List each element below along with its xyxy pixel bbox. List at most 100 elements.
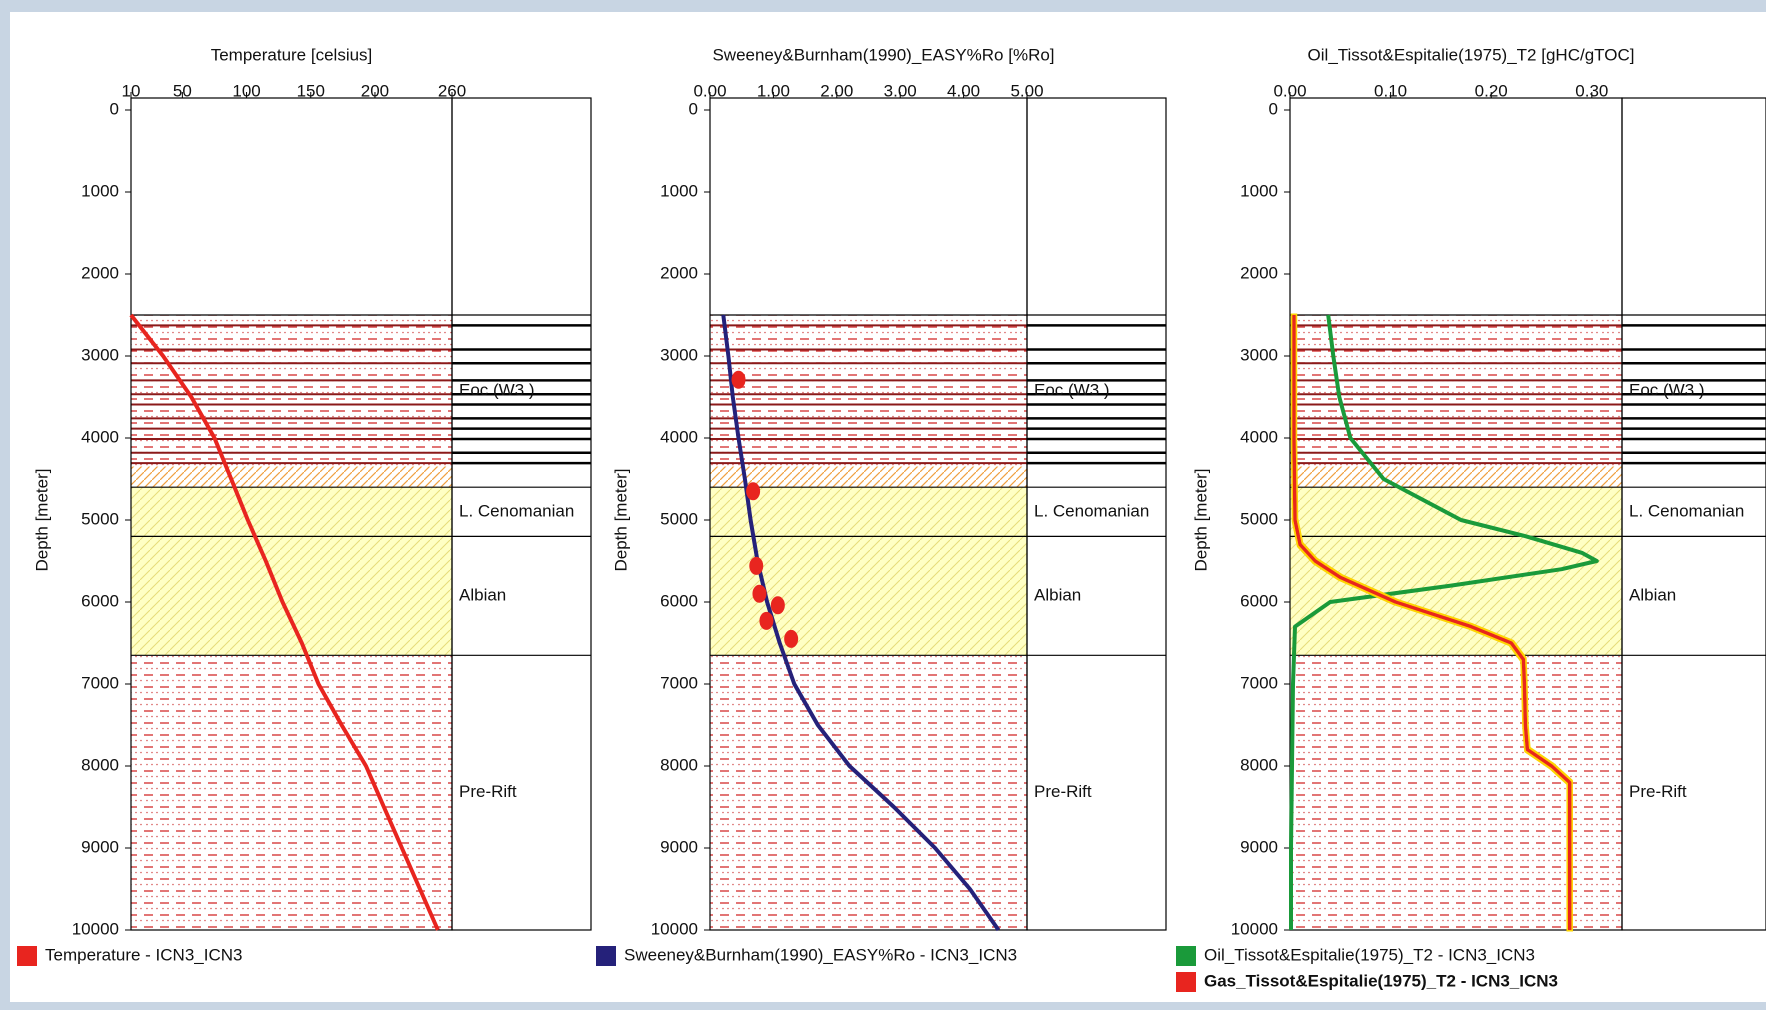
x-tick-label: 0.10 [1374,81,1407,100]
x-tick-label: 10 [122,81,141,100]
y-tick-label: 6000 [81,591,119,610]
legend-label: Gas_Tissot&Espitalie(1975)_T2 - ICN3_ICN… [1204,971,1558,990]
x-tick-label: 0.00 [1273,81,1306,100]
formation-fill [1290,315,1622,488]
y-tick-label: 10000 [1231,919,1278,938]
y-tick-label: 9000 [1240,837,1278,856]
x-tick-label: 200 [361,81,389,100]
measured-point [770,596,785,615]
x-tick-label: 100 [232,81,260,100]
measured-point [731,370,746,389]
formation-fill-sub [710,466,1027,488]
y-axis-title: Depth [meter] [611,469,630,572]
formation-fill-sub [1290,466,1622,488]
formation-label: Albian [1034,585,1081,604]
y-tick-label: 10000 [72,919,119,938]
y-tick-label: 5000 [660,509,698,528]
y-axis-title: Depth [meter] [1191,469,1210,572]
y-tick-label: 7000 [1240,673,1278,692]
x-tick-label: 50 [173,81,192,100]
y-tick-label: 4000 [660,427,698,446]
x-tick-label: 0.20 [1475,81,1508,100]
x-axis-title: Temperature [celsius] [211,45,373,64]
measured-point [759,611,774,630]
y-tick-label: 0 [110,99,119,118]
y-tick-label: 8000 [660,755,698,774]
formation-fill [710,655,1027,930]
x-tick-label: 1.00 [757,81,790,100]
series-line [1289,314,1599,930]
measured-point [752,584,767,603]
formation-fill [710,315,1027,488]
y-tick-label: 4000 [1240,427,1278,446]
x-tick-label: 0.00 [693,81,726,100]
formation-label: Pre-Rift [1034,782,1092,801]
formation-label: Eoc (W3 ) [1034,380,1110,399]
y-tick-label: 9000 [660,837,698,856]
y-tick-label: 3000 [660,345,698,364]
formation-fill [1290,487,1622,537]
y-tick-label: 6000 [660,591,698,610]
y-tick-label: 7000 [660,673,698,692]
measured-point [784,629,799,648]
measured-point [749,556,764,575]
y-tick-label: 6000 [1240,591,1278,610]
legend-label: Temperature - ICN3_ICN3 [45,945,242,964]
x-tick-label: 2.00 [820,81,853,100]
y-tick-label: 4000 [81,427,119,446]
y-tick-label: 0 [1269,99,1278,118]
x-tick-label: 150 [297,81,325,100]
formation-fill [131,487,452,537]
series-line [129,313,440,931]
formation-fill [1290,536,1622,656]
formation-fill [710,487,1027,537]
y-tick-label: 8000 [1240,755,1278,774]
y-tick-label: 3000 [81,345,119,364]
x-axis-title: Sweeney&Burnham(1990)_EASY%Ro [%Ro] [712,45,1054,64]
formation-label: Pre-Rift [1629,782,1687,801]
formation-label: Eoc (W3 ) [459,380,535,399]
y-tick-label: 5000 [1240,509,1278,528]
legend-label: Sweeney&Burnham(1990)_EASY%Ro - ICN3_ICN… [624,945,1017,964]
y-tick-label: 10000 [651,919,698,938]
y-tick-label: 9000 [81,837,119,856]
legend-swatch [1176,972,1196,992]
y-tick-label: 2000 [660,263,698,282]
formation-label: Albian [459,585,506,604]
formation-label: Pre-Rift [459,782,517,801]
series-line [1292,315,1572,930]
formation-fill [131,315,452,488]
x-tick-label: 0.30 [1575,81,1608,100]
y-tick-label: 7000 [81,673,119,692]
y-tick-label: 1000 [81,181,119,200]
measured-point [746,482,761,501]
y-tick-label: 5000 [81,509,119,528]
formation-fill [131,655,452,930]
formation-label: Eoc (W3 ) [1629,380,1705,399]
formation-label: Albian [1629,585,1676,604]
y-tick-label: 2000 [1240,263,1278,282]
formation-label: L. Cenomanian [459,501,574,520]
y-axis-title: Depth [meter] [32,469,51,572]
x-tick-label: 4.00 [947,81,980,100]
formation-fill [1290,655,1622,930]
formation-fill-sub [131,466,452,488]
series-line [721,314,1001,932]
column-frame [1026,97,1167,931]
formation-label: L. Cenomanian [1629,501,1744,520]
legend-swatch [17,946,37,966]
x-axis-title: Oil_Tissot&Espitalie(1975)_T2 [gHC/gTOC] [1308,45,1635,64]
legend-swatch [1176,946,1196,966]
y-tick-label: 2000 [81,263,119,282]
x-tick-label: 3.00 [884,81,917,100]
column-frame [451,97,592,931]
formation-label: L. Cenomanian [1034,501,1149,520]
x-tick-label: 5.00 [1010,81,1043,100]
y-tick-label: 1000 [660,181,698,200]
column-frame [1621,97,1766,931]
x-tick-label: 260 [438,81,466,100]
legend-swatch [596,946,616,966]
legend-label: Oil_Tissot&Espitalie(1975)_T2 - ICN3_ICN… [1204,945,1535,964]
